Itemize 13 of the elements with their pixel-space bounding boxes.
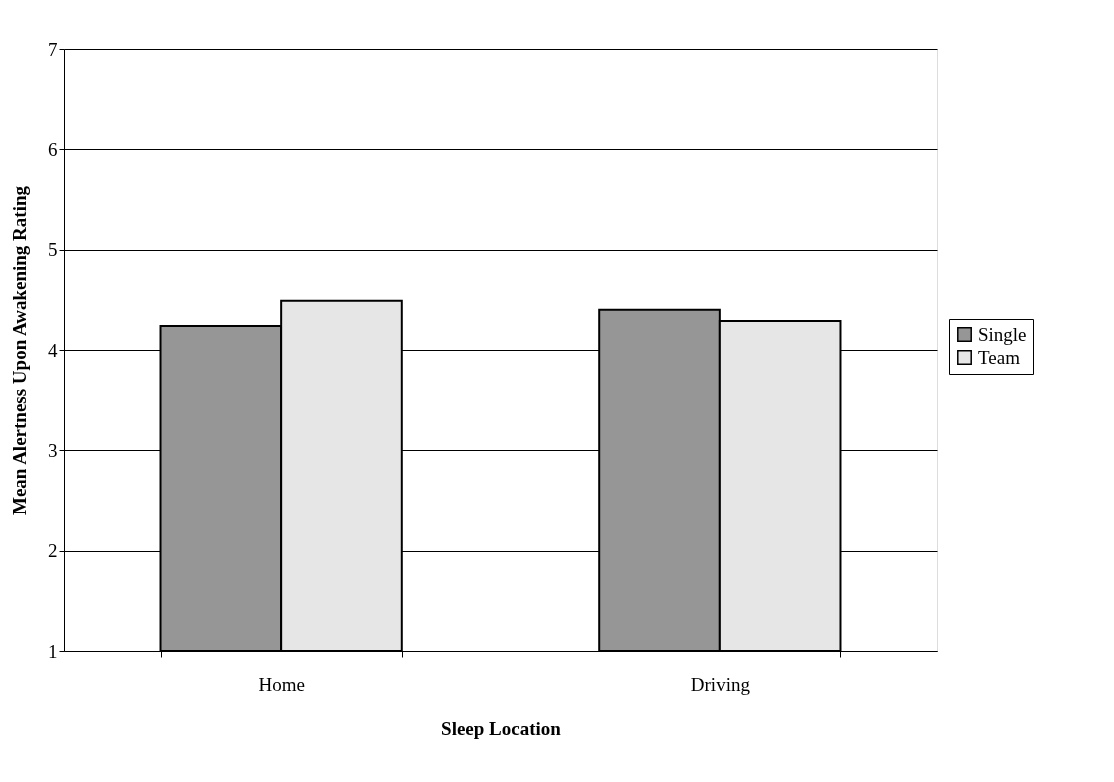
y-tick-label: 5 bbox=[48, 239, 58, 261]
x-axis-title: Sleep Location bbox=[441, 717, 562, 739]
legend-label: Single bbox=[978, 323, 1027, 345]
y-axis-title: Mean Alertness Upon Awakening Rating bbox=[9, 185, 30, 516]
x-tick-label: Home bbox=[258, 673, 305, 695]
y-tick-label: 1 bbox=[48, 640, 58, 662]
y-tick-label: 7 bbox=[48, 38, 58, 60]
legend-label: Team bbox=[978, 346, 1021, 368]
y-tick-label: 6 bbox=[48, 138, 58, 160]
x-tick-label: Driving bbox=[690, 673, 751, 695]
y-tick-label: 4 bbox=[48, 339, 58, 361]
y-tick-label: 2 bbox=[48, 540, 58, 562]
y-tick-label: 3 bbox=[48, 439, 58, 461]
